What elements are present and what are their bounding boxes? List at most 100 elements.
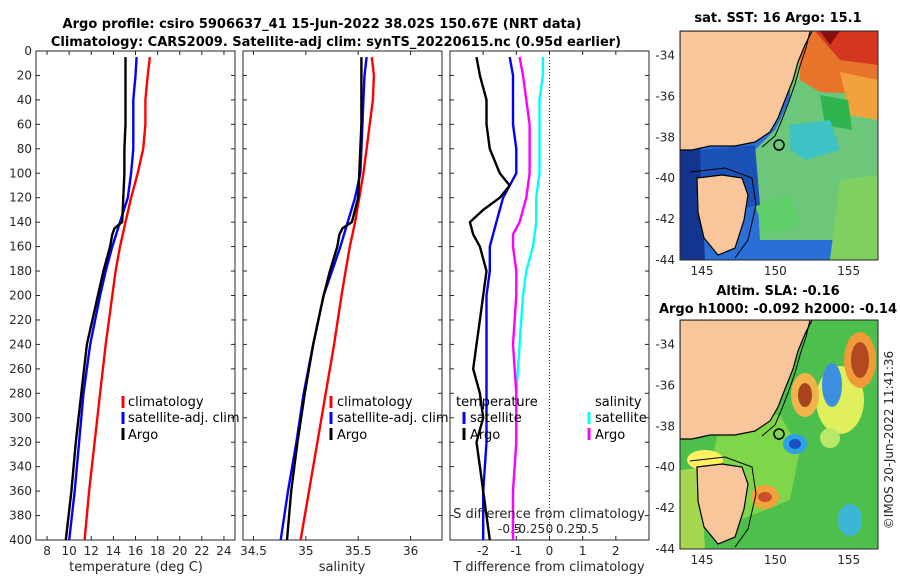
sst-map-frame [679, 30, 879, 261]
x-tick-label: 0 [546, 544, 554, 558]
sst-map-title: sat. SST: 16 Argo: 15.1 [694, 11, 861, 26]
sla-map-frame [679, 319, 879, 550]
sla-map-title-line1: Altim. SLA: -0.16 [716, 284, 839, 299]
series-line-temperature-satellite [482, 56, 518, 540]
legend-temp-argo: Argo [470, 428, 500, 443]
map-y-tick-label: -36 [655, 378, 675, 392]
legend-argo: Argo [128, 428, 158, 443]
series-line-argo [285, 57, 363, 541]
y-tick-label: 0 [24, 44, 32, 58]
salinity-xlabel: salinity [319, 560, 366, 575]
y-tick-label: 400 [9, 533, 32, 547]
series-line-temperature-argo [468, 56, 511, 541]
y-tick-label: 200 [9, 289, 32, 303]
difference-legend: temperature satellite Argo salinity sate… [456, 395, 647, 443]
main-title-line2: Climatology: CARS2009. Satellite-adj cli… [51, 35, 621, 50]
y-tick-label: 80 [17, 142, 32, 156]
x-tick-label: 18 [150, 544, 165, 558]
map-y-tick-label: -34 [655, 49, 675, 63]
map-x-tick-label: 145 [691, 553, 714, 567]
sla-map-title-line2: Argo h1000: -0.092 h2000: -0.14 [659, 302, 897, 317]
map-x-tick-label: 145 [691, 264, 714, 278]
series-line-climatology [83, 56, 152, 541]
top-x-tick-label: -0.25 [514, 522, 545, 536]
x-tick-label: 12 [84, 544, 99, 558]
map-x-tick-label: 155 [837, 553, 860, 567]
y-tick-label: 140 [9, 215, 32, 229]
imos-credit: ©IMOS 20-Jun-2022 11:41:36 [882, 351, 896, 529]
map-y-tick-label: -44 [655, 542, 675, 556]
legend-climatology: climatology [128, 395, 204, 410]
y-tick-label: 100 [9, 166, 32, 180]
x-tick-label: 20 [172, 544, 187, 558]
x-tick-label: 24 [216, 544, 231, 558]
temperature-legend: climatology satellite-adj. clim Argo [121, 395, 240, 443]
x-tick-label: 34.5 [240, 544, 267, 558]
x-tick-label: -2 [477, 544, 489, 558]
top-x-tick-label: 0.25 [556, 522, 583, 536]
map-y-tick-label: -34 [655, 338, 675, 352]
y-tick-label: 40 [17, 93, 32, 107]
temperature-xlabel: temperature (deg C) [69, 560, 203, 575]
legend-salinity-header: salinity [595, 395, 642, 410]
series-line-climatology [299, 56, 376, 541]
y-tick-label: 60 [17, 117, 32, 131]
sla-map [680, 320, 878, 549]
x-tick-label: 1 [579, 544, 587, 558]
difference-xlabel: T difference from climatology [452, 560, 645, 575]
x-tick-label: 10 [62, 544, 77, 558]
x-tick-label: 35 [298, 544, 313, 558]
legend-argo: Argo [337, 428, 367, 443]
map-y-tick-label: -38 [655, 419, 675, 433]
y-tick-label: 340 [9, 460, 32, 474]
series-line-salinity-argo [511, 56, 531, 540]
salinity-legend: climatology satellite-adj. clim Argo [329, 395, 449, 443]
map-y-tick-label: -42 [655, 212, 675, 226]
series-line-satellite-adj-clim [68, 57, 138, 541]
legend-temperature-header: temperature [456, 395, 538, 410]
x-tick-label: 14 [106, 544, 121, 558]
series-line-argo [64, 57, 127, 541]
argo-position-marker [773, 139, 785, 151]
y-tick-label: 280 [9, 386, 32, 400]
y-tick-label: 240 [9, 337, 32, 351]
map-y-tick-label: -36 [655, 89, 675, 103]
difference-top-xlabel: S difference from climatology [453, 507, 645, 522]
top-x-tick-label: -0.5 [498, 522, 521, 536]
y-tick-label: 260 [9, 362, 32, 376]
y-tick-label: 180 [9, 264, 32, 278]
map-y-tick-label: -38 [655, 130, 675, 144]
temperature-panel [35, 50, 236, 541]
legend-climatology: climatology [337, 395, 413, 410]
map-y-tick-label: -44 [655, 253, 675, 267]
y-tick-label: 300 [9, 411, 32, 425]
argo-position-marker [773, 428, 785, 440]
x-tick-label: 16 [128, 544, 143, 558]
map-y-tick-label: -40 [655, 171, 675, 185]
y-tick-label: 120 [9, 191, 32, 205]
sst-map [680, 31, 878, 260]
map-x-tick-label: 150 [764, 264, 787, 278]
y-tick-label: 380 [9, 509, 32, 523]
legend-satellite-adj: satellite-adj. clim [337, 411, 449, 426]
y-tick-label: 160 [9, 240, 32, 254]
legend-temp-satellite: satellite [470, 411, 522, 426]
legend-satellite-adj: satellite-adj. clim [128, 411, 240, 426]
x-tick-label: 36 [403, 544, 418, 558]
x-tick-label: -1 [510, 544, 522, 558]
y-tick-label: 20 [17, 68, 32, 82]
y-tick-label: 360 [9, 484, 32, 498]
map-x-tick-label: 150 [764, 553, 787, 567]
map-y-tick-label: -40 [655, 460, 675, 474]
top-x-tick-label: 0 [546, 522, 554, 536]
main-title-line1: Argo profile: csiro 5906637_41 15-Jun-20… [63, 17, 582, 32]
map-y-tick-label: -42 [655, 501, 675, 515]
x-tick-label: 22 [194, 544, 209, 558]
map-x-tick-label: 155 [837, 264, 860, 278]
x-tick-label: 8 [43, 544, 51, 558]
x-tick-label: 2 [612, 544, 620, 558]
y-tick-label: 320 [9, 435, 32, 449]
legend-sal-satellite: satellite [595, 411, 647, 426]
y-tick-label: 220 [9, 313, 32, 327]
